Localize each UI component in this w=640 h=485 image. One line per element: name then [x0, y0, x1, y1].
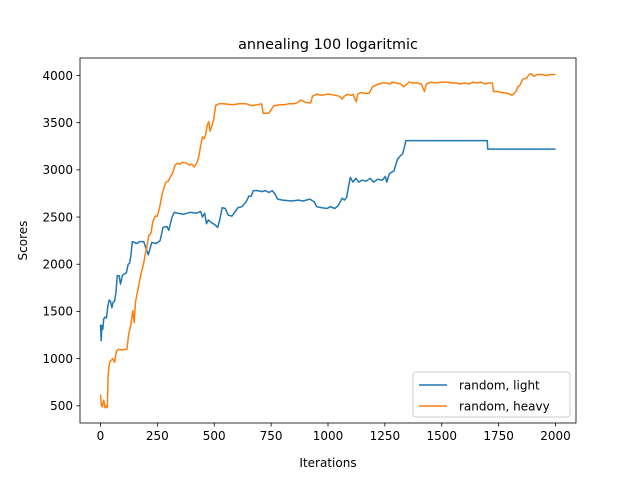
y-tick-label: 2000 — [42, 258, 73, 272]
y-tick-label: 1500 — [42, 305, 73, 319]
y-tick-label: 1000 — [42, 352, 73, 366]
legend-frame — [412, 371, 571, 418]
legend: random, light random, heavy — [412, 371, 571, 418]
axis-ticks: 0 250 500 750 1000 1250 1500 1750 2000 500 1000 150… — [42, 69, 570, 443]
x-tick-label: 1750 — [483, 429, 514, 443]
y-tick-label: 4000 — [42, 69, 73, 83]
y-tick-label: 3500 — [42, 116, 73, 130]
x-tick-label: 500 — [203, 429, 226, 443]
x-tick-label: 0 — [97, 429, 105, 443]
series-lines — [99, 72, 556, 409]
y-axis-title: Scores — [16, 221, 30, 261]
x-tick-label: 2000 — [540, 429, 571, 443]
x-tick-label: 250 — [146, 429, 169, 443]
series-line-random-heavy — [99, 72, 556, 409]
x-tick-label: 1000 — [313, 429, 344, 443]
series-line-random-light — [99, 139, 556, 342]
x-tick-label: 750 — [260, 429, 283, 443]
x-tick-label: 1250 — [370, 429, 401, 443]
x-axis-title: Iterations — [299, 456, 356, 470]
chart-title: annealing 100 logaritmic — [238, 37, 418, 53]
y-tick-label: 2500 — [42, 210, 73, 224]
legend-label-random-light: random, light — [459, 379, 540, 393]
plot-frame — [79, 57, 577, 424]
y-tick-label: 500 — [50, 399, 73, 413]
y-tick-label: 3000 — [42, 163, 73, 177]
x-tick-label: 1500 — [426, 429, 457, 443]
legend-label-random-heavy: random, heavy — [459, 400, 550, 414]
